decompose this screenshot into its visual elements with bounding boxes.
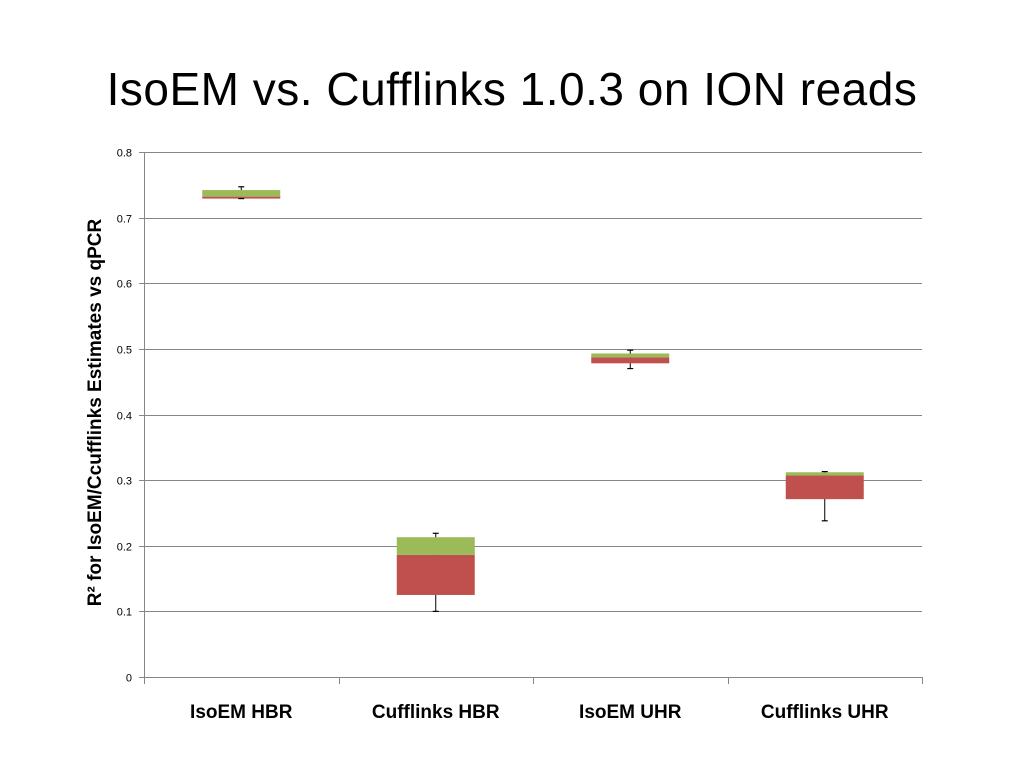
y-tick-label: 0.3: [117, 476, 132, 488]
x-category-label: IsoEM HBR: [190, 702, 293, 723]
y-tick-label: 0.8: [117, 148, 132, 160]
y-tick-label: 0.1: [117, 607, 132, 619]
labels: 0 0.1 0.2 0.3 0.4 0.5 0.6 0.7 0.8 IsoEM HBR Cuffli…: [117, 148, 889, 724]
x-category-label: Cufflinks UHR: [761, 702, 889, 723]
box-lower: [591, 357, 670, 364]
slide-title: IsoEM vs. Cufflinks 1.0.3 on ION reads: [106, 63, 918, 115]
y-tick-label: 0.7: [117, 214, 132, 226]
y-axis-title: R² for IsoEM/Ccufflinks Estimates vs qPC…: [85, 218, 106, 606]
box-lower: [202, 196, 281, 199]
box-upper: [591, 353, 670, 358]
box-upper: [396, 537, 475, 555]
box-upper: [202, 190, 281, 197]
box-upper: [785, 472, 864, 476]
y-tick-label: 0.5: [117, 345, 132, 357]
box-lower: [785, 475, 864, 500]
y-tick-label: 0.6: [117, 279, 132, 291]
box-lower: [396, 554, 475, 595]
x-category-label: IsoEM UHR: [579, 702, 682, 723]
y-tick-label: 0: [126, 673, 132, 685]
axes: [139, 152, 923, 684]
y-tick-label: 0.2: [117, 542, 132, 554]
gridlines: [144, 152, 922, 612]
y-tick-label: 0.4: [117, 411, 132, 423]
boxes: [202, 186, 864, 612]
x-category-label: Cufflinks HBR: [372, 702, 500, 723]
